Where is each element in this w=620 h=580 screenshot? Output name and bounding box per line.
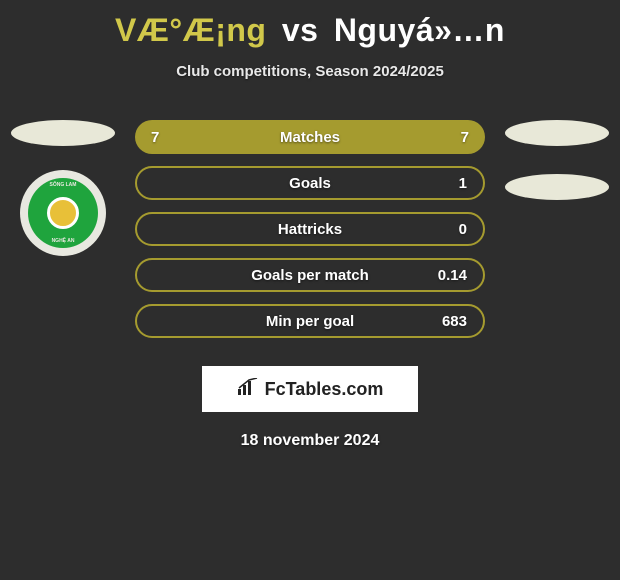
badge-text-top: SÔNG LAM <box>50 182 77 188</box>
stat-row-hattricks: Hattricks 0 <box>135 212 485 246</box>
stat-label: Goals per match <box>251 267 369 284</box>
left-club-marker <box>11 120 115 146</box>
player-left-name: VÆ°Æ¡ng <box>115 12 266 48</box>
stat-row-min-per-goal: Min per goal 683 <box>135 304 485 338</box>
stat-row-goals: Goals 1 <box>135 166 485 200</box>
bar-chart-icon <box>237 378 259 401</box>
stat-right-value: 7 <box>429 129 469 146</box>
left-club-column: SÔNG LAM NGHỆ AN <box>8 120 118 256</box>
stat-label: Matches <box>280 129 340 146</box>
date-line: 18 november 2024 <box>241 432 380 450</box>
subtitle: Club competitions, Season 2024/2025 <box>176 63 444 80</box>
stat-label: Hattricks <box>278 221 342 238</box>
stats-area: SÔNG LAM NGHỆ AN 7 Matches 7 Goals 1 <box>0 120 620 338</box>
stats-rows: 7 Matches 7 Goals 1 Hattricks 0 Goals pe… <box>135 120 485 338</box>
badge-center-dot <box>47 197 79 229</box>
badge-inner-circle: SÔNG LAM NGHỆ AN <box>28 178 98 248</box>
badge-text-bottom: NGHỆ AN <box>52 238 75 244</box>
right-club-column <box>502 120 612 228</box>
page-title: VÆ°Æ¡ng vs Nguyá»…n <box>115 12 505 49</box>
stat-label: Min per goal <box>266 313 354 330</box>
vs-label: vs <box>282 12 319 48</box>
stat-row-matches: 7 Matches 7 <box>135 120 485 154</box>
stat-left-value: 7 <box>151 129 191 146</box>
stat-right-value: 0 <box>427 221 467 238</box>
stat-right-value: 683 <box>427 313 467 330</box>
stat-label: Goals <box>289 175 331 192</box>
left-club-badge: SÔNG LAM NGHỆ AN <box>20 170 106 256</box>
stat-right-value: 1 <box>427 175 467 192</box>
stat-right-value: 0.14 <box>427 267 467 284</box>
player-right-name: Nguyá»…n <box>334 12 505 48</box>
right-club-marker-1 <box>505 120 609 146</box>
site-badge: FcTables.com <box>202 366 418 412</box>
comparison-card: VÆ°Æ¡ng vs Nguyá»…n Club competitions, S… <box>0 0 620 450</box>
right-club-marker-2 <box>505 174 609 200</box>
site-badge-text: FcTables.com <box>265 379 384 400</box>
stat-row-goals-per-match: Goals per match 0.14 <box>135 258 485 292</box>
